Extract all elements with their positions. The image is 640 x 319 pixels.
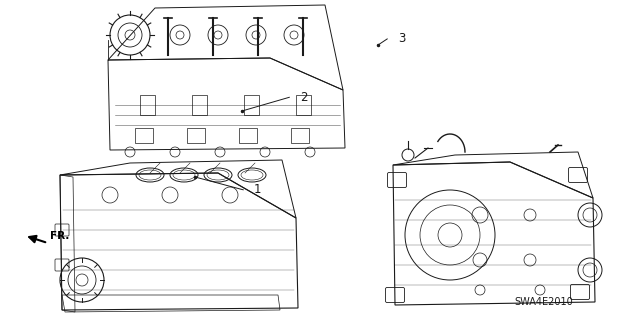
Text: 2: 2: [301, 91, 308, 104]
Text: FR.: FR.: [50, 231, 69, 241]
Text: 3: 3: [398, 33, 405, 45]
Text: SWA4E2010: SWA4E2010: [514, 297, 573, 307]
Text: 1: 1: [254, 183, 261, 196]
